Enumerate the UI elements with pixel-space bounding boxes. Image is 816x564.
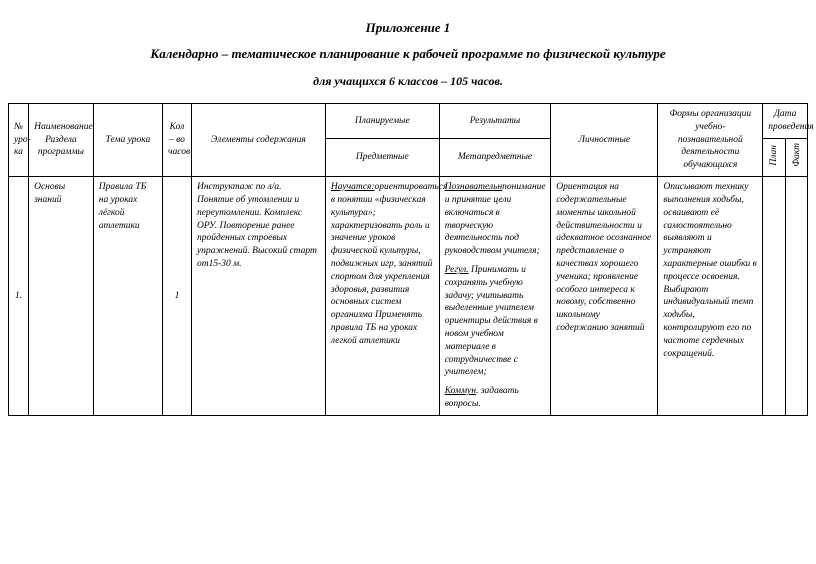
table-row: 1. Основы знаний Правила ТБ на уроках лё… [9,177,808,416]
pred-rest: ориентироваться в понятии «физическая ку… [331,182,448,346]
cell-section: Основы знаний [29,177,94,416]
th-date: Дата проведения [763,104,808,139]
cell-forms: Описывают технику выполнения ходьбы, осв… [658,177,763,416]
cell-fact [785,177,807,416]
th-pred: Предметные [325,139,439,177]
th-meta: Метапредметные [439,139,551,177]
doc-title: Календарно – тематическое планирование к… [8,46,808,62]
th-topic: Тема урока [93,104,162,177]
th-personal: Личностные [551,104,658,177]
meta-p3-lead: Коммун [445,386,476,396]
pred-lead: Научатся: [331,182,375,192]
meta-p2-lead: Регул. [445,265,469,275]
cell-num: 1. [9,177,29,416]
th-fact: Факт [785,139,807,177]
th-planned: Планируемые [325,104,439,139]
meta-p1-rest: понимание и принятие цели включаться в т… [445,182,546,256]
cell-personal: Ориентация на содержательные моменты шко… [551,177,658,416]
th-forms: Формы организации учебно-познавательной … [658,104,763,177]
cell-topic: Правила ТБ на уроках лёгкой атлетики [93,177,162,416]
cell-plan [763,177,785,416]
th-results: Результаты [439,104,551,139]
th-count: Кол – во часов [162,104,191,177]
cell-count: 1 [162,177,191,416]
th-plan: План [763,139,785,177]
doc-subtitle: для учащихся 6 классов – 105 часов. [8,74,808,89]
th-num: № уро-ка [9,104,29,177]
meta-p2-rest: Принимать и сохранять учебную задачу; уч… [445,265,538,378]
th-content: Элементы содержания [191,104,325,177]
th-section: Наименование Раздела программы [29,104,94,177]
plan-table: № уро-ка Наименование Раздела программы … [8,103,808,416]
cell-meta: Познавательнпонимание и принятие цели вк… [439,177,551,416]
appendix-title: Приложение 1 [8,20,808,36]
cell-pred: Научатся:ориентироваться в понятии «физи… [325,177,439,416]
cell-content: Инструктаж по л/а. Понятие об утомлении … [191,177,325,416]
meta-p1-lead: Познавательн [445,182,502,192]
